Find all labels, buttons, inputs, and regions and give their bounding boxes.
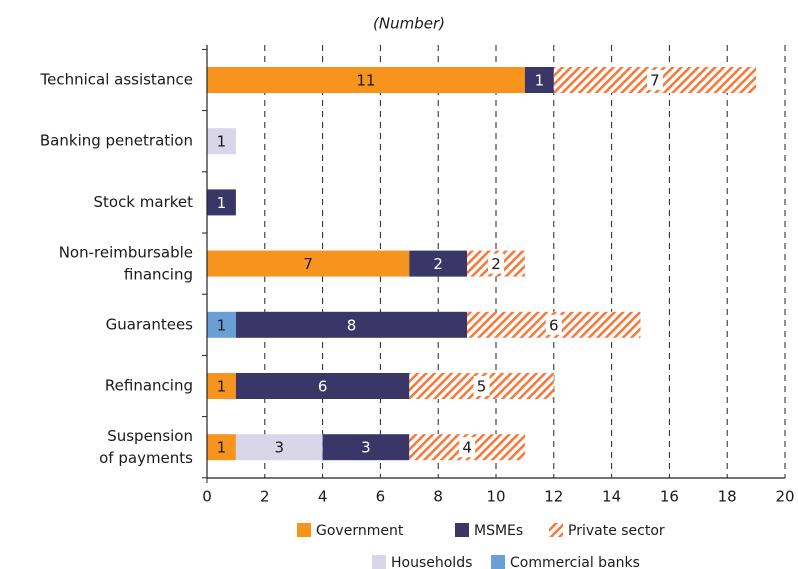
- y-tick-label: Suspension of payments: [99, 427, 193, 467]
- bar-segment: [235, 373, 410, 399]
- legend-swatch: [297, 523, 311, 537]
- legend-label: Households: [391, 555, 472, 569]
- data-label: 1: [217, 133, 227, 151]
- legend-label: Private sector: [568, 523, 665, 539]
- legend-label: Commercial banks: [510, 555, 640, 569]
- y-tick-label: Technical assistance: [39, 71, 193, 89]
- data-label: 5: [477, 378, 487, 396]
- label-bg: [488, 253, 504, 274]
- bar-segment: [207, 128, 236, 155]
- x-tick-label: 8: [433, 488, 443, 506]
- y-tick-label: Refinancing: [105, 377, 193, 395]
- bar-segment: [207, 434, 236, 461]
- x-tick-label: 18: [718, 488, 737, 506]
- y-tick-label: Guarantees: [106, 315, 194, 333]
- y-tick-label: Stock market: [93, 193, 193, 211]
- legend-label: MSMEs: [474, 523, 523, 539]
- x-tick-label: 14: [602, 488, 621, 506]
- y-tick-label: Non-reimbursable financing: [59, 243, 193, 283]
- data-label: 3: [361, 439, 371, 457]
- data-label: 4: [462, 439, 472, 457]
- x-tick-label: 2: [260, 488, 270, 506]
- label-bg: [545, 314, 562, 335]
- bar-segment: [524, 67, 554, 93]
- bar-segment: [207, 189, 236, 216]
- data-label: 3: [274, 439, 284, 457]
- data-label: 11: [356, 72, 375, 90]
- y-tick-label: Banking penetration: [40, 132, 193, 150]
- label-bg: [646, 70, 663, 90]
- data-label: 2: [491, 255, 501, 273]
- bar-segment: [322, 434, 410, 461]
- data-label: 1: [217, 316, 227, 334]
- legend-swatch: [372, 555, 386, 569]
- data-label: 6: [549, 316, 559, 334]
- data-label: 1: [217, 194, 227, 212]
- bar-segment: [207, 67, 525, 93]
- data-label: 7: [650, 72, 660, 90]
- x-tick-label: 6: [376, 488, 386, 506]
- label-bg: [473, 376, 490, 396]
- data-label: 7: [303, 255, 313, 273]
- legend-swatch: [491, 555, 505, 569]
- legend-label: Government: [316, 523, 404, 539]
- x-tick-label: 4: [318, 488, 328, 506]
- x-tick-label: 16: [660, 488, 679, 506]
- bar-segment: [409, 250, 468, 277]
- bar-segment: [235, 434, 323, 461]
- data-label: 2: [433, 255, 443, 273]
- label-bg: [459, 437, 476, 458]
- data-label: 8: [347, 316, 357, 334]
- bar-segment: [235, 311, 468, 338]
- data-label: 1: [217, 439, 227, 457]
- data-label: 1: [217, 378, 227, 396]
- data-label: 1: [535, 72, 545, 90]
- legend-swatch: [549, 523, 563, 537]
- x-tick-label: 10: [486, 488, 505, 506]
- x-tick-label: 20: [775, 488, 794, 506]
- legend-swatch: [455, 523, 469, 537]
- chart-subtitle: (Number): [373, 15, 445, 33]
- bar-segment: [207, 311, 236, 338]
- bar-segment: [207, 373, 236, 399]
- bar-segment: [207, 250, 410, 277]
- x-tick-label: 0: [202, 488, 212, 506]
- data-label: 6: [318, 378, 328, 396]
- x-tick-label: 12: [544, 488, 563, 506]
